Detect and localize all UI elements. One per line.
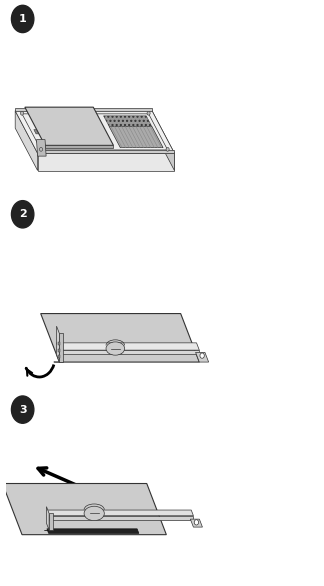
Polygon shape bbox=[49, 516, 193, 520]
Circle shape bbox=[11, 200, 34, 228]
Polygon shape bbox=[25, 107, 113, 145]
Ellipse shape bbox=[84, 506, 104, 520]
Text: 2: 2 bbox=[19, 209, 27, 219]
Polygon shape bbox=[45, 145, 113, 148]
Polygon shape bbox=[65, 140, 77, 145]
Polygon shape bbox=[47, 510, 193, 516]
Polygon shape bbox=[104, 116, 152, 127]
Polygon shape bbox=[46, 507, 49, 530]
Polygon shape bbox=[61, 133, 74, 137]
Circle shape bbox=[194, 520, 199, 525]
Polygon shape bbox=[41, 314, 199, 362]
Polygon shape bbox=[22, 114, 168, 150]
Polygon shape bbox=[82, 140, 95, 145]
Polygon shape bbox=[38, 154, 174, 171]
Polygon shape bbox=[15, 111, 38, 171]
Polygon shape bbox=[57, 326, 59, 362]
Polygon shape bbox=[49, 513, 53, 530]
Polygon shape bbox=[109, 127, 163, 148]
Bar bbox=[58, 355, 60, 358]
Circle shape bbox=[11, 396, 34, 423]
Circle shape bbox=[200, 353, 204, 358]
Polygon shape bbox=[59, 333, 63, 362]
Circle shape bbox=[40, 148, 42, 151]
Polygon shape bbox=[44, 133, 57, 137]
Circle shape bbox=[11, 5, 34, 33]
Polygon shape bbox=[48, 140, 61, 145]
Polygon shape bbox=[57, 343, 199, 350]
Polygon shape bbox=[78, 133, 91, 137]
Polygon shape bbox=[191, 519, 202, 527]
Polygon shape bbox=[196, 352, 209, 362]
Polygon shape bbox=[59, 350, 199, 354]
Polygon shape bbox=[34, 130, 104, 134]
Polygon shape bbox=[110, 349, 121, 353]
Text: 3: 3 bbox=[19, 404, 27, 415]
Circle shape bbox=[20, 111, 24, 115]
Bar bbox=[58, 342, 60, 346]
Polygon shape bbox=[15, 111, 174, 154]
Circle shape bbox=[147, 111, 150, 115]
Polygon shape bbox=[37, 139, 46, 156]
Polygon shape bbox=[152, 111, 174, 171]
Circle shape bbox=[166, 148, 169, 151]
Polygon shape bbox=[3, 483, 166, 534]
Polygon shape bbox=[40, 125, 52, 130]
Ellipse shape bbox=[106, 342, 125, 355]
Polygon shape bbox=[47, 529, 139, 533]
Polygon shape bbox=[38, 151, 174, 154]
Polygon shape bbox=[57, 125, 70, 130]
Text: 1: 1 bbox=[19, 14, 27, 24]
Bar bbox=[58, 349, 60, 352]
Polygon shape bbox=[15, 108, 152, 111]
